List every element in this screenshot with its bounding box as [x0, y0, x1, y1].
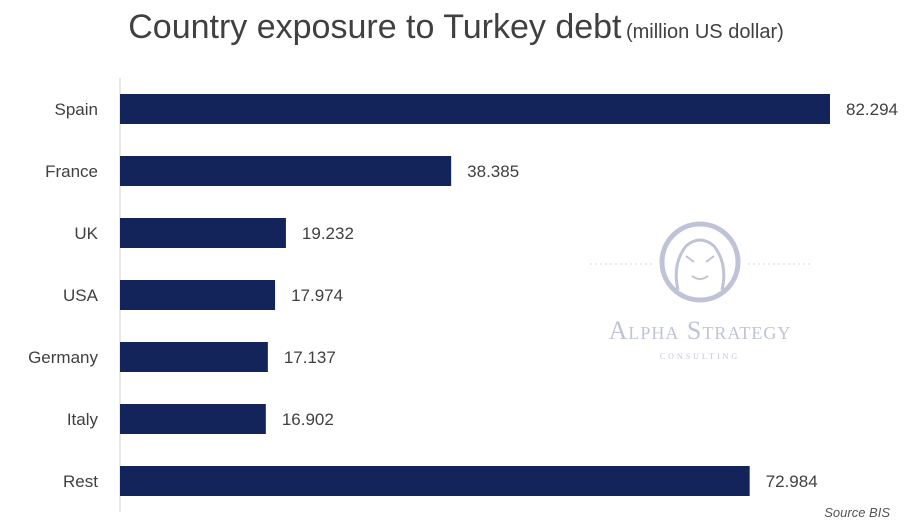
- watermark: Alpha Strategy CONSULTING: [560, 212, 840, 372]
- value-label-germany: 17.137: [284, 348, 336, 367]
- value-label-usa: 17.974: [291, 286, 343, 305]
- category-label-germany: Germany: [28, 348, 98, 367]
- bar-usa: [120, 280, 276, 310]
- bar-rest: [120, 466, 750, 496]
- bar-germany: [120, 342, 268, 372]
- bar-uk: [120, 218, 286, 248]
- chart-title: Country exposure to Turkey debt: [128, 8, 622, 46]
- chart-title-block: Country exposure to Turkey debt (million…: [0, 8, 912, 47]
- bar-spain: [120, 94, 830, 124]
- watermark-brand: Alpha Strategy: [608, 316, 792, 345]
- value-label-italy: 16.902: [282, 410, 334, 429]
- category-label-italy: Italy: [67, 410, 99, 429]
- category-label-france: France: [45, 162, 98, 181]
- source-note: Source BIS: [824, 505, 890, 520]
- chart-subtitle: (million US dollar): [625, 21, 784, 43]
- value-label-france: 38.385: [467, 162, 519, 181]
- watermark-tagline: CONSULTING: [659, 352, 741, 361]
- bar-italy: [120, 404, 266, 434]
- value-label-spain: 82.294: [846, 100, 898, 119]
- bar-france: [120, 156, 452, 186]
- value-label-rest: 72.984: [766, 472, 818, 491]
- bars-group: Spain 82.294 France 38.385 UK 19.232 USA 17.974…: [28, 94, 898, 496]
- category-label-rest: Rest: [63, 472, 98, 491]
- category-label-usa: USA: [63, 286, 99, 305]
- value-label-uk: 19.232: [302, 224, 354, 243]
- lion-head-logo-icon: [590, 221, 810, 303]
- category-label-spain: Spain: [55, 100, 98, 119]
- category-label-uk: UK: [74, 224, 98, 243]
